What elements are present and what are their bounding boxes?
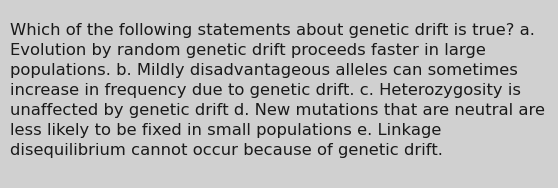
Text: Which of the following statements about genetic drift is true? a.
Evolution by r: Which of the following statements about … xyxy=(10,23,545,158)
